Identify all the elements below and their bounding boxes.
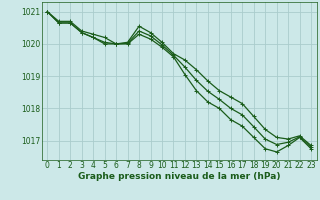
X-axis label: Graphe pression niveau de la mer (hPa): Graphe pression niveau de la mer (hPa) (78, 172, 280, 181)
